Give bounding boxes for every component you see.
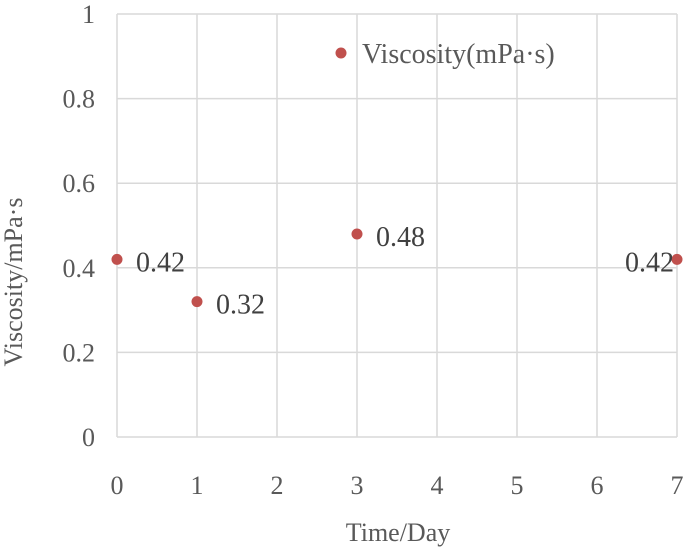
x-tick-label: 2 [271, 471, 284, 500]
y-tick-label: 0.4 [63, 254, 96, 283]
y-axis-ticks: 0 0.2 0.4 0.6 0.8 1 [63, 0, 96, 452]
y-tick-label: 0 [82, 423, 95, 452]
data-label: 0.32 [216, 290, 265, 321]
y-tick-label: 0.2 [63, 338, 96, 367]
data-point [111, 253, 123, 265]
data-point [191, 296, 203, 308]
data-point [671, 253, 683, 265]
x-axis-ticks: 0 1 2 3 4 5 6 7 [111, 471, 684, 500]
x-tick-label: 3 [351, 471, 364, 500]
data-label: 0.48 [376, 222, 425, 253]
y-tick-label: 0.6 [63, 169, 96, 198]
legend: Viscosity(mPa·s) [335, 39, 555, 70]
x-tick-label: 5 [511, 471, 524, 500]
data-point [351, 228, 363, 240]
data-label: 0.42 [136, 247, 185, 278]
legend-marker [335, 47, 347, 59]
data-labels: 0.42 0.32 0.48 0.42 [136, 222, 674, 321]
y-axis-title: Viscosity/mPa·s [0, 198, 28, 367]
x-tick-label: 4 [431, 471, 444, 500]
x-tick-label: 6 [591, 471, 604, 500]
x-tick-label: 0 [111, 471, 124, 500]
y-tick-label: 0.8 [63, 85, 96, 114]
data-points [111, 228, 683, 308]
x-axis-title: Time/Day [346, 518, 451, 547]
grid-layer [116, 13, 678, 438]
y-tick-label: 1 [82, 0, 95, 29]
legend-label: Viscosity(mPa·s) [362, 39, 555, 70]
x-tick-label: 1 [191, 471, 204, 500]
data-label: 0.42 [625, 247, 674, 278]
x-tick-label: 7 [671, 471, 684, 500]
